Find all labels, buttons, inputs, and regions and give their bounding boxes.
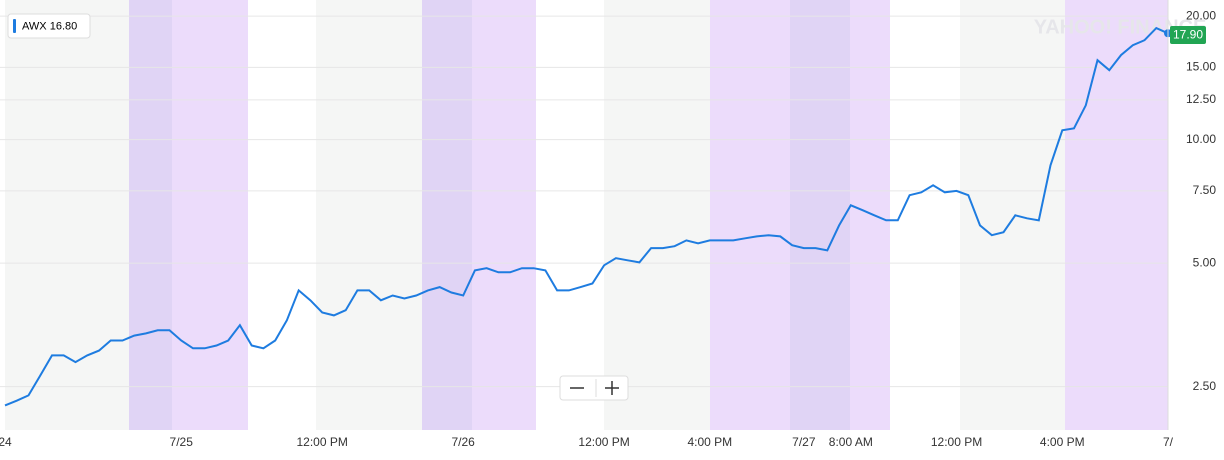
band (5, 0, 129, 430)
band (604, 0, 710, 430)
y-tick-label: 12.50 (1186, 92, 1216, 106)
session-bands (5, 0, 1168, 430)
x-tick-label: 7/ (1163, 435, 1174, 449)
y-tick-label: 15.00 (1186, 60, 1216, 74)
y-tick-label: 10.00 (1186, 132, 1216, 146)
price-badge-label: 17.90 (1173, 28, 1203, 42)
x-tick-label: 12:00 PM (578, 435, 629, 449)
zoom-box (559, 375, 629, 401)
band (172, 0, 248, 430)
x-tick-label: 12:00 PM (931, 435, 982, 449)
band (710, 0, 790, 430)
x-tick-label: 4:00 PM (687, 435, 732, 449)
price-line (4, 26, 1169, 407)
legend-swatch (13, 19, 16, 33)
band (129, 0, 172, 430)
plot: 17.90 (4, 26, 1206, 407)
band (1065, 0, 1168, 430)
x-tick-label: 7/25 (170, 435, 194, 449)
x-tick-label: 8:00 AM (829, 435, 873, 449)
legend: AWX 16.80 (7, 13, 91, 39)
y-tick-label: 7.50 (1193, 183, 1217, 197)
axis: 2.50 5.00 7.50 10.00 12.50 15.00 20.00 24 7/25 12… (0, 0, 1216, 449)
watermark: YAHOO! FINANCE (1034, 16, 1207, 38)
x-tick-label: 12:00 PM (296, 435, 347, 449)
band (790, 0, 850, 430)
x-tick-label: 7/27 (792, 435, 816, 449)
legend-box (7, 13, 91, 39)
y-tick-label: 2.50 (1193, 379, 1217, 393)
x-tick-label: 4:00 PM (1040, 435, 1085, 449)
grid (0, 15, 1168, 388)
band (472, 0, 536, 430)
x-tick-label: 24 (0, 435, 12, 449)
band (850, 0, 890, 430)
y-tick-label: 20.00 (1186, 8, 1216, 22)
y-tick-label: 5.00 (1193, 255, 1217, 269)
band (960, 0, 1065, 430)
x-tick-label: 7/26 (451, 435, 475, 449)
zoom-controls[interactable] (559, 375, 629, 401)
price-badge (1170, 26, 1206, 44)
band (316, 0, 422, 430)
legend-label: AWX 16.80 (22, 20, 77, 32)
band (422, 0, 472, 430)
